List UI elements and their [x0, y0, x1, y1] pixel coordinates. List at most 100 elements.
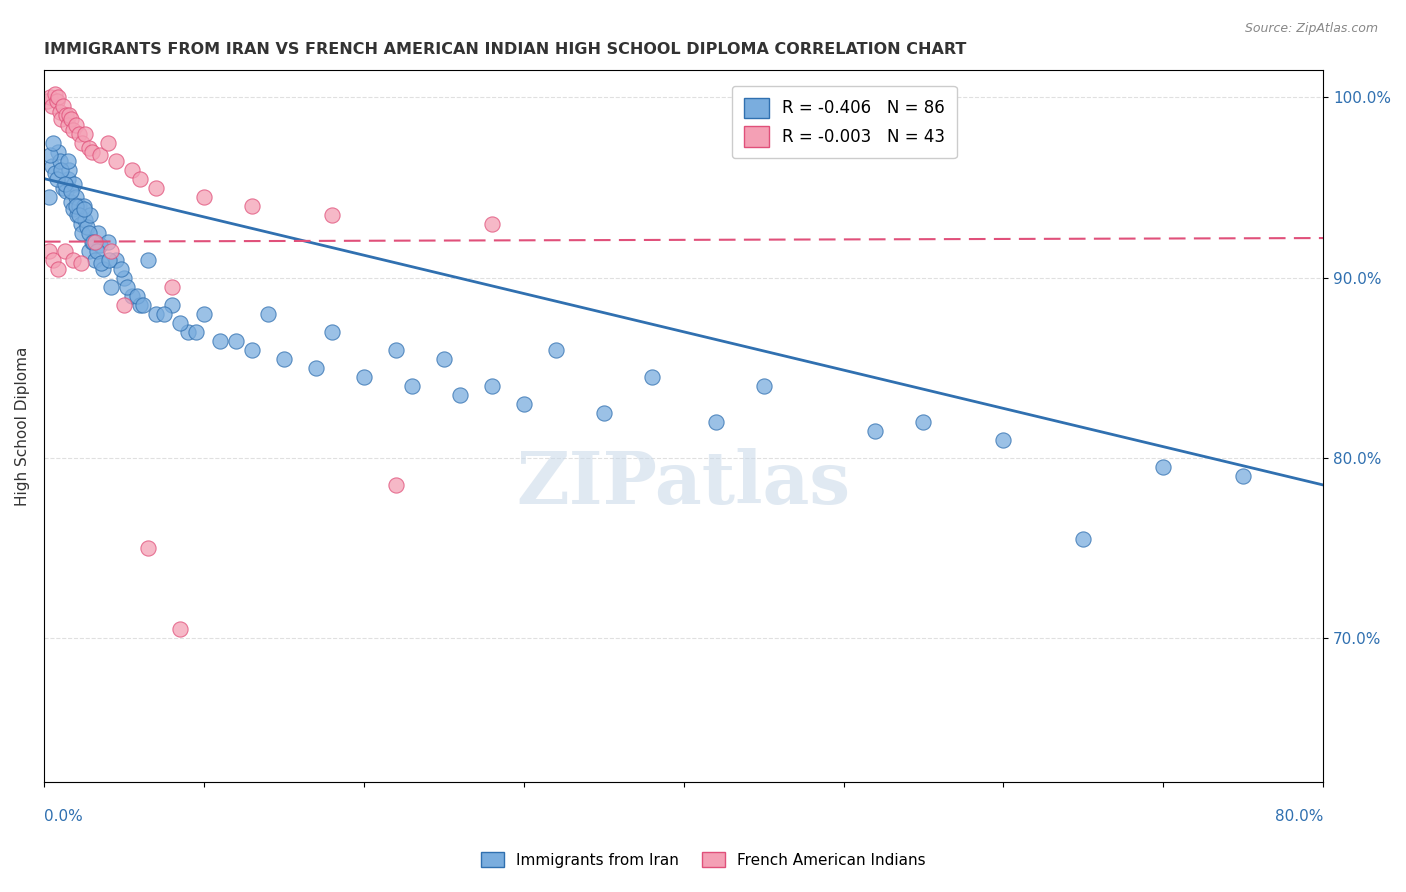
Point: [104, 252, 127, 267]
Legend: R = -0.406   N = 86, R = -0.003   N = 43: R = -0.406 N = 86, R = -0.003 N = 43: [733, 86, 956, 158]
Point: [58, 108, 80, 122]
Point: [91, 261, 114, 276]
Point: [640, 369, 662, 384]
Text: IMMIGRANTS FROM IRAN VS FRENCH AMERICAN INDIAN HIGH SCHOOL DIPLOMA CORRELATION C: IMMIGRANTS FROM IRAN VS FRENCH AMERICAN …: [44, 42, 966, 57]
Point: [76, 220, 98, 235]
Point: [60, 112, 83, 127]
Point: [38, 189, 60, 203]
Point: [321, 325, 343, 339]
Point: [80, 235, 103, 249]
Point: [62, 252, 84, 267]
Point: [240, 343, 263, 357]
Point: [80, 145, 103, 159]
Point: [62, 202, 84, 217]
Point: [353, 369, 375, 384]
Point: [56, 171, 79, 186]
Point: [55, 108, 77, 122]
Point: [41, 159, 63, 173]
Point: [63, 177, 86, 191]
Point: [273, 351, 295, 366]
Point: [56, 118, 79, 132]
Point: [121, 289, 143, 303]
Point: [136, 541, 159, 555]
Point: [52, 99, 75, 113]
Point: [121, 162, 143, 177]
Point: [77, 244, 100, 258]
Point: [53, 177, 76, 191]
Point: [1232, 469, 1254, 483]
Point: [544, 343, 567, 357]
Point: [481, 217, 503, 231]
Point: [184, 325, 207, 339]
Point: [1152, 460, 1174, 475]
Point: [97, 235, 120, 249]
Point: [46, 90, 69, 104]
Point: [256, 307, 278, 321]
Point: [77, 141, 100, 155]
Point: [97, 136, 120, 150]
Point: [153, 307, 176, 321]
Point: [51, 162, 73, 177]
Point: [993, 433, 1015, 447]
Point: [128, 298, 150, 312]
Point: [169, 622, 191, 636]
Point: [128, 171, 150, 186]
Point: [449, 388, 471, 402]
Point: [67, 208, 90, 222]
Point: [75, 127, 97, 141]
Point: [90, 256, 112, 270]
Point: [110, 261, 132, 276]
Point: [60, 184, 83, 198]
Point: [1073, 532, 1095, 546]
Point: [69, 217, 91, 231]
Point: [177, 325, 200, 339]
Point: [125, 289, 148, 303]
Point: [56, 153, 79, 168]
Point: [145, 180, 167, 194]
Point: [77, 226, 100, 240]
Point: [65, 118, 87, 132]
Point: [193, 189, 215, 203]
Point: [65, 199, 87, 213]
Point: [752, 379, 775, 393]
Point: [384, 343, 406, 357]
Point: [39, 90, 62, 104]
Point: [52, 180, 75, 194]
Point: [169, 316, 191, 330]
Point: [104, 153, 127, 168]
Point: [512, 397, 534, 411]
Point: [145, 307, 167, 321]
Point: [84, 235, 107, 249]
Point: [38, 244, 60, 258]
Y-axis label: High School Diploma: High School Diploma: [15, 347, 30, 506]
Point: [60, 194, 83, 209]
Point: [62, 123, 84, 137]
Point: [704, 415, 727, 429]
Point: [79, 208, 101, 222]
Point: [45, 94, 67, 108]
Point: [321, 208, 343, 222]
Point: [160, 279, 183, 293]
Point: [67, 199, 90, 213]
Point: [89, 238, 111, 252]
Point: [87, 226, 110, 240]
Point: [73, 202, 96, 217]
Point: [69, 256, 91, 270]
Point: [42, 252, 65, 267]
Point: [72, 226, 94, 240]
Text: 80.0%: 80.0%: [1275, 809, 1323, 824]
Point: [112, 298, 135, 312]
Point: [160, 298, 183, 312]
Point: [39, 148, 62, 162]
Point: [82, 235, 104, 249]
Point: [912, 415, 935, 429]
Point: [481, 379, 503, 393]
Point: [41, 99, 63, 113]
Point: [75, 213, 97, 227]
Point: [865, 424, 887, 438]
Point: [42, 136, 65, 150]
Point: [384, 478, 406, 492]
Legend: Immigrants from Iran, French American Indians: Immigrants from Iran, French American In…: [472, 844, 934, 875]
Point: [65, 189, 87, 203]
Point: [98, 252, 121, 267]
